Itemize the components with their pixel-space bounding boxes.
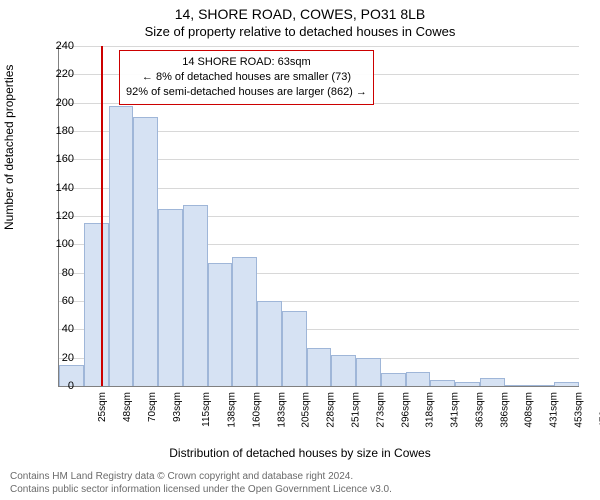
- x-tick-label: 25sqm: [97, 392, 108, 422]
- y-tick-label: 60: [34, 295, 74, 307]
- attribution-text: Contains HM Land Registry data © Crown c…: [10, 470, 392, 496]
- x-tick-label: 273sqm: [375, 392, 386, 428]
- annotation-line: 14 SHORE ROAD: 63sqm: [126, 55, 367, 70]
- y-tick-label: 220: [34, 68, 74, 80]
- gridline: [59, 46, 579, 47]
- x-tick-label: 48sqm: [122, 392, 133, 422]
- x-tick-label: 138sqm: [227, 392, 238, 428]
- histogram-bar: [529, 385, 554, 386]
- x-tick-label: 251sqm: [351, 392, 362, 428]
- y-tick-label: 160: [34, 153, 74, 165]
- x-tick-label: 115sqm: [201, 392, 212, 427]
- x-tick-label: 363sqm: [474, 392, 485, 428]
- histogram-bar: [480, 378, 505, 387]
- y-tick-label: 120: [34, 210, 74, 222]
- histogram-bar: [554, 382, 579, 386]
- annotation-line: ← 8% of detached houses are smaller (73): [126, 70, 367, 85]
- chart-container: 14, SHORE ROAD, COWES, PO31 8LB Size of …: [0, 0, 600, 500]
- x-tick-label: 70sqm: [147, 392, 158, 422]
- annotation-box: 14 SHORE ROAD: 63sqm← 8% of detached hou…: [119, 50, 374, 105]
- x-tick-label: 93sqm: [172, 392, 183, 422]
- histogram-bar: [331, 355, 356, 386]
- histogram-bar: [133, 117, 158, 386]
- x-tick-label: 183sqm: [276, 392, 287, 428]
- histogram-bar: [356, 358, 381, 386]
- x-tick-label: 341sqm: [450, 392, 461, 428]
- y-tick-label: 200: [34, 97, 74, 109]
- x-tick-label: 408sqm: [524, 392, 535, 428]
- x-axis-label: Distribution of detached houses by size …: [0, 446, 600, 460]
- y-tick-label: 240: [34, 40, 74, 52]
- histogram-bar: [381, 373, 406, 386]
- x-tick-label: 205sqm: [301, 392, 312, 428]
- x-tick-label: 296sqm: [400, 392, 411, 428]
- histogram-bar: [455, 382, 480, 386]
- y-tick-label: 40: [34, 323, 74, 335]
- x-tick-label: 386sqm: [499, 392, 510, 428]
- histogram-bar: [109, 106, 134, 387]
- histogram-bar: [257, 301, 282, 386]
- histogram-bar: [183, 205, 208, 386]
- subject-marker-line: [101, 46, 103, 386]
- y-tick-label: 100: [34, 238, 74, 250]
- histogram-bar: [430, 380, 455, 386]
- chart-title: 14, SHORE ROAD, COWES, PO31 8LB: [0, 6, 600, 22]
- x-tick-label: 318sqm: [425, 392, 436, 428]
- x-tick-label: 228sqm: [326, 392, 337, 428]
- histogram-bar: [158, 209, 183, 386]
- y-tick-label: 20: [34, 352, 74, 364]
- attribution-line2: Contains public sector information licen…: [10, 484, 392, 495]
- x-tick-label: 431sqm: [549, 392, 560, 428]
- attribution-line1: Contains HM Land Registry data © Crown c…: [10, 471, 353, 482]
- x-tick-label: 453sqm: [573, 392, 584, 428]
- y-tick-label: 180: [34, 125, 74, 137]
- y-tick-label: 140: [34, 182, 74, 194]
- histogram-bar: [505, 385, 530, 386]
- histogram-bar: [208, 263, 233, 386]
- chart-subtitle: Size of property relative to detached ho…: [0, 24, 600, 39]
- y-tick-label: 80: [34, 267, 74, 279]
- plot-area: 14 SHORE ROAD: 63sqm← 8% of detached hou…: [58, 46, 579, 387]
- y-tick-label: 0: [34, 380, 74, 392]
- histogram-bar: [282, 311, 307, 386]
- histogram-bar: [406, 372, 431, 386]
- x-tick-label: 160sqm: [252, 392, 263, 428]
- y-axis-label: Number of detached properties: [2, 65, 16, 230]
- annotation-line: 92% of semi-detached houses are larger (…: [126, 85, 367, 100]
- histogram-bar: [307, 348, 332, 386]
- histogram-bar: [232, 257, 257, 386]
- histogram-bar: [84, 223, 109, 386]
